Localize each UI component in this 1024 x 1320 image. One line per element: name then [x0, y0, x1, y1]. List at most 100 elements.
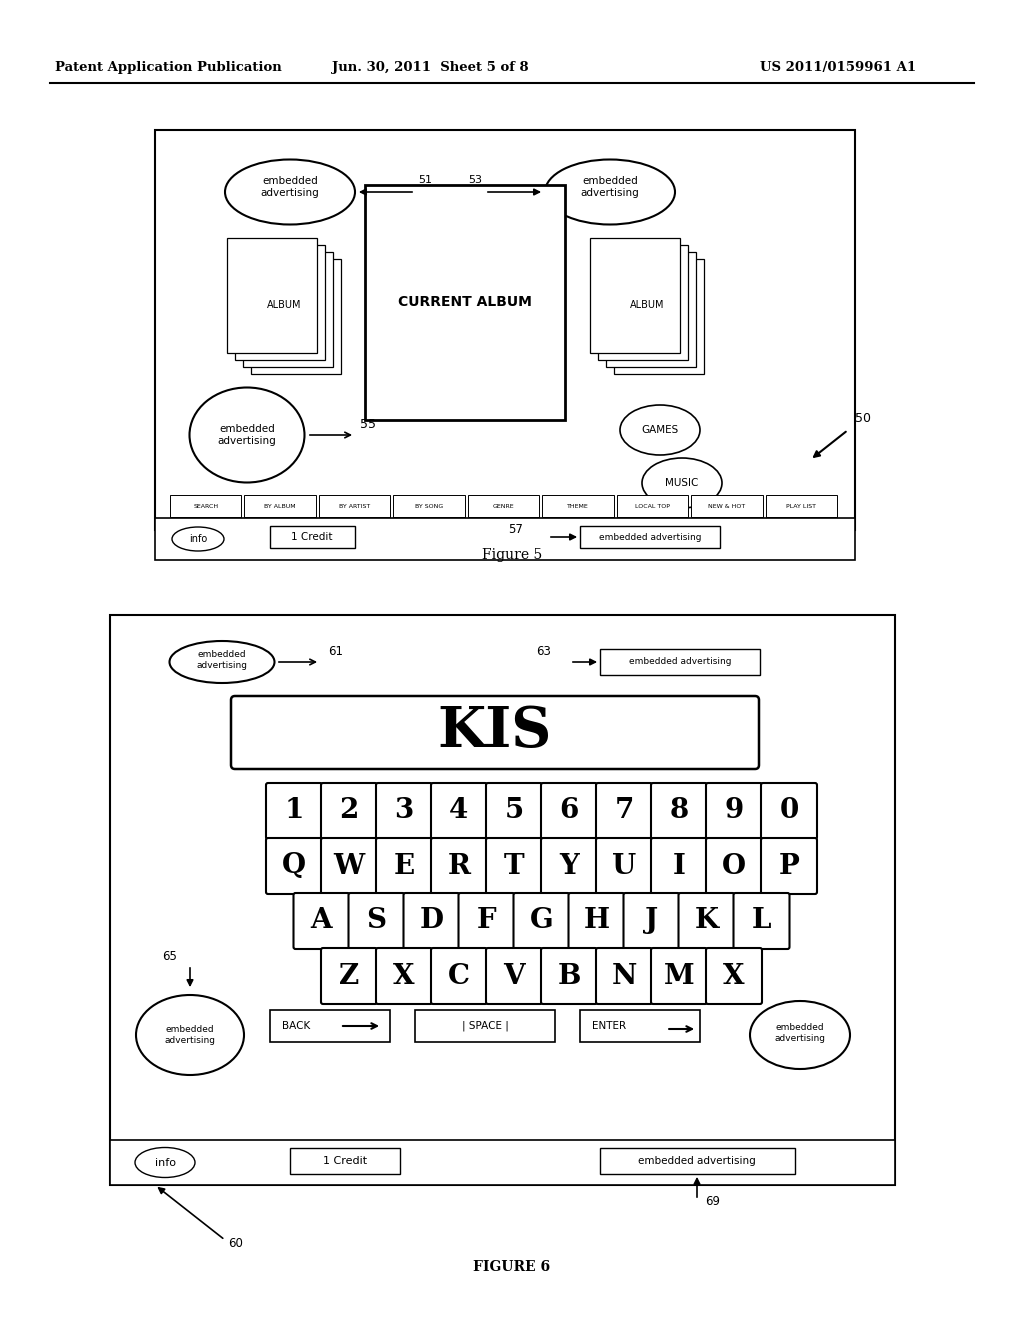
Bar	[243, 252, 333, 367]
Bar	[365, 185, 565, 420]
FancyBboxPatch shape	[541, 783, 597, 840]
Text: embedded
advertising: embedded advertising	[774, 1023, 825, 1043]
Ellipse shape	[170, 642, 274, 682]
Bar	[251, 259, 341, 374]
Text: GAMES: GAMES	[641, 425, 679, 436]
Bar	[606, 252, 696, 367]
Text: Z: Z	[339, 962, 359, 990]
Bar	[691, 495, 763, 517]
FancyBboxPatch shape	[431, 948, 487, 1005]
Bar	[110, 1140, 895, 1185]
FancyBboxPatch shape	[624, 894, 680, 949]
Ellipse shape	[136, 995, 244, 1074]
FancyBboxPatch shape	[266, 783, 322, 840]
Ellipse shape	[172, 527, 224, 550]
FancyBboxPatch shape	[733, 894, 790, 949]
FancyBboxPatch shape	[761, 838, 817, 894]
Ellipse shape	[750, 1001, 850, 1069]
Text: info: info	[188, 535, 207, 544]
Text: Jun. 30, 2011  Sheet 5 of 8: Jun. 30, 2011 Sheet 5 of 8	[332, 62, 528, 74]
Text: 4: 4	[450, 797, 469, 825]
Text: S: S	[367, 908, 386, 935]
Text: I: I	[673, 853, 685, 879]
FancyBboxPatch shape	[376, 948, 432, 1005]
Text: PLAY LIST: PLAY LIST	[786, 503, 816, 508]
Text: 2: 2	[339, 797, 358, 825]
FancyBboxPatch shape	[403, 894, 460, 949]
Text: C: C	[449, 962, 470, 990]
Text: GENRE: GENRE	[493, 503, 514, 508]
Text: NEW & HOT: NEW & HOT	[709, 503, 745, 508]
Text: O: O	[722, 853, 746, 879]
Text: 6: 6	[559, 797, 579, 825]
Text: ALBUM: ALBUM	[266, 301, 301, 310]
Text: BACK: BACK	[282, 1020, 310, 1031]
Text: info: info	[155, 1158, 175, 1167]
Text: 1: 1	[285, 797, 304, 825]
Text: BY ALBUM: BY ALBUM	[264, 503, 296, 508]
Text: 0: 0	[779, 797, 799, 825]
Bar	[598, 244, 688, 359]
Text: Q: Q	[282, 853, 306, 879]
Bar	[766, 495, 837, 517]
Text: embedded advertising: embedded advertising	[638, 1156, 756, 1166]
Bar	[227, 238, 317, 352]
FancyBboxPatch shape	[596, 948, 652, 1005]
Bar	[468, 495, 540, 517]
Text: BY ARTIST: BY ARTIST	[339, 503, 371, 508]
Text: R: R	[447, 853, 470, 879]
Text: CURRENT ALBUM: CURRENT ALBUM	[398, 296, 531, 309]
FancyBboxPatch shape	[376, 783, 432, 840]
Text: N: N	[611, 962, 637, 990]
Bar	[234, 244, 325, 359]
Bar	[415, 1010, 555, 1041]
Bar	[393, 495, 465, 517]
Text: 50: 50	[855, 412, 871, 425]
Text: Figure 5: Figure 5	[482, 548, 542, 562]
Bar	[590, 238, 680, 352]
FancyBboxPatch shape	[541, 948, 597, 1005]
Ellipse shape	[135, 1147, 195, 1177]
Bar	[318, 495, 390, 517]
Text: 63: 63	[536, 645, 551, 657]
Bar	[270, 1010, 390, 1041]
Ellipse shape	[642, 458, 722, 508]
Text: embedded
advertising: embedded advertising	[581, 176, 639, 198]
Text: embedded
advertising: embedded advertising	[261, 176, 319, 198]
Bar	[614, 259, 705, 374]
Text: P: P	[778, 853, 800, 879]
FancyBboxPatch shape	[321, 838, 377, 894]
Bar	[580, 525, 720, 548]
Ellipse shape	[620, 405, 700, 455]
Text: KIS: KIS	[438, 705, 552, 759]
Text: U: U	[612, 853, 636, 879]
FancyBboxPatch shape	[294, 894, 349, 949]
Text: THEME: THEME	[567, 503, 589, 508]
FancyBboxPatch shape	[761, 783, 817, 840]
FancyBboxPatch shape	[513, 894, 569, 949]
Text: 65: 65	[162, 950, 177, 964]
Text: embedded
advertising: embedded advertising	[165, 1026, 215, 1044]
Text: embedded advertising: embedded advertising	[629, 657, 731, 667]
Text: US 2011/0159961 A1: US 2011/0159961 A1	[760, 62, 916, 74]
Text: 55: 55	[360, 418, 376, 432]
FancyBboxPatch shape	[706, 838, 762, 894]
FancyBboxPatch shape	[706, 948, 762, 1005]
Text: 5: 5	[505, 797, 523, 825]
Bar	[600, 649, 760, 675]
Bar	[155, 129, 855, 531]
Text: 7: 7	[614, 797, 634, 825]
Text: embedded
advertising: embedded advertising	[197, 651, 248, 669]
Bar	[155, 517, 855, 560]
Text: M: M	[664, 962, 694, 990]
FancyBboxPatch shape	[541, 838, 597, 894]
Ellipse shape	[189, 388, 304, 483]
Text: H: H	[584, 908, 609, 935]
Text: FIGURE 6: FIGURE 6	[473, 1261, 551, 1274]
FancyBboxPatch shape	[706, 783, 762, 840]
Text: A: A	[310, 908, 333, 935]
Text: 51: 51	[418, 176, 432, 185]
Text: L: L	[752, 908, 771, 935]
FancyBboxPatch shape	[266, 838, 322, 894]
FancyBboxPatch shape	[651, 948, 707, 1005]
